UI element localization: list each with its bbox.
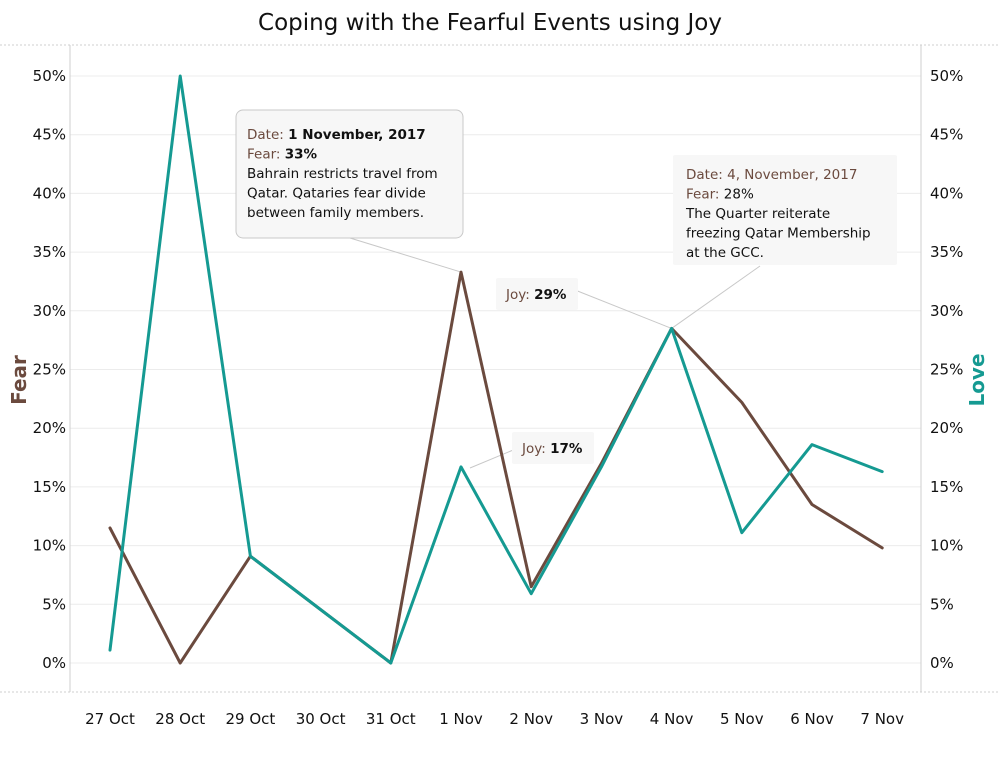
fear-line (108, 270, 884, 665)
annotation-line: Bahrain restricts travel from (247, 166, 438, 182)
annotation-line: Joy: 29% (505, 287, 567, 303)
annotation-box (496, 278, 578, 310)
left-axis-label: Fear (7, 355, 31, 405)
x-tick-label: 5 Nov (720, 710, 764, 728)
annotation-line: Date: 4, November, 2017 (686, 167, 857, 183)
right-tick-label: 10% (930, 537, 963, 555)
annotation-leader (469, 447, 519, 469)
annotation-joy17: Joy: 17% (512, 432, 594, 464)
annotation-line: Joy: 17% (521, 441, 583, 457)
love-line (108, 74, 884, 665)
left-tick-label: 40% (33, 184, 66, 202)
left-tick-label: 15% (33, 478, 66, 496)
right-tick-label: 40% (930, 184, 963, 202)
annotation-line: freezing Qatar Membership (686, 226, 871, 242)
annotation-line: at the GCC. (686, 245, 764, 261)
annotation-leaders (349, 237, 761, 469)
x-tick-label: 2 Nov (509, 710, 553, 728)
right-axis-ticks: 0% 5% 10% 15% 20% 25% 30% 35% 40% 45% 50% (930, 67, 963, 672)
x-tick-label: 7 Nov (860, 710, 904, 728)
annotation-joy29: Joy: 29% (496, 278, 578, 310)
series-lines (108, 74, 884, 665)
annotation-leader (671, 265, 761, 329)
left-tick-label: 50% (33, 67, 66, 85)
left-tick-label: 5% (42, 595, 66, 613)
left-tick-label: 25% (33, 361, 66, 379)
left-tick-label: 45% (33, 126, 66, 144)
chart-title: Coping with the Fearful Events using Joy (258, 10, 722, 36)
annotation-nov4: Date: 4, November, 2017 Fear: 28% The Quar… (673, 155, 897, 265)
left-axis-ticks: 0% 5% 10% 15% 20% 25% 30% 35% 40% 45% 50% (33, 67, 66, 672)
right-tick-label: 45% (930, 126, 963, 144)
left-tick-label: 30% (33, 302, 66, 320)
x-tick-label: 30 Oct (296, 710, 346, 728)
annotation-line: Qatar. Qataries fear divide (247, 186, 426, 202)
right-tick-label: 30% (930, 302, 963, 320)
annotation-nov1: Date: 1 November, 2017 Fear: 33% Bahrain r… (235, 109, 464, 239)
x-axis-ticks: 27 Oct 28 Oct 29 Oct 30 Oct 31 Oct 1 Nov 2 Nov… (85, 710, 904, 728)
annotation-line: The Quarter reiterate (685, 206, 830, 222)
right-tick-label: 35% (930, 243, 963, 261)
annotation-line: Fear: 28% (686, 187, 754, 203)
right-tick-label: 5% (930, 595, 954, 613)
x-tick-label: 28 Oct (155, 710, 205, 728)
x-tick-label: 6 Nov (790, 710, 834, 728)
right-tick-label: 50% (930, 67, 963, 85)
left-tick-label: 20% (33, 419, 66, 437)
right-tick-label: 20% (930, 419, 963, 437)
annotation-leader (349, 237, 462, 273)
x-tick-label: 3 Nov (580, 710, 624, 728)
x-tick-label: 4 Nov (650, 710, 694, 728)
x-tick-label: 31 Oct (366, 710, 416, 728)
annotation-leader (574, 289, 672, 329)
annotation-line: between family members. (247, 205, 424, 221)
right-tick-label: 0% (930, 654, 954, 672)
x-tick-label: 29 Oct (226, 710, 276, 728)
right-axis-label: Love (965, 353, 989, 406)
annotation-line: Fear: 33% (247, 147, 318, 163)
annotations: Date: 1 November, 2017 Fear: 33% Bahrain r… (235, 109, 897, 464)
plot-frame (0, 44, 1000, 693)
x-tick-label: 1 Nov (439, 710, 483, 728)
annotation-box (235, 109, 464, 239)
annotation-line: Date: 1 November, 2017 (247, 127, 426, 143)
annotation-box (512, 432, 594, 464)
left-tick-label: 35% (33, 243, 66, 261)
left-tick-label: 0% (42, 654, 66, 672)
annotation-box (673, 155, 897, 265)
right-tick-label: 15% (930, 478, 963, 496)
left-tick-label: 10% (33, 537, 66, 555)
right-tick-label: 25% (930, 361, 963, 379)
x-tick-label: 27 Oct (85, 710, 135, 728)
